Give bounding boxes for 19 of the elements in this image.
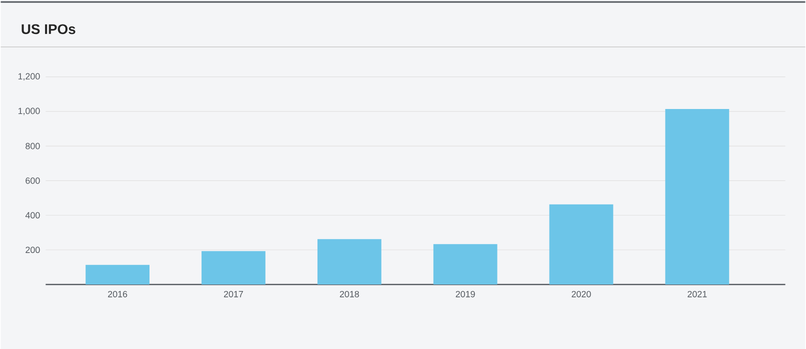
y-tick-label: 1,000 [18, 108, 40, 115]
x-tick-label: 2019 [456, 290, 475, 298]
y-tick-label: 600 [26, 177, 40, 184]
x-tick-label: 2017 [224, 290, 243, 298]
y-tick-label: 1,200 [18, 72, 40, 80]
bar [549, 204, 614, 284]
y-tick-label: 800 [26, 142, 40, 150]
bar [665, 108, 730, 284]
x-tick-label: 2020 [572, 290, 591, 298]
y-tick-label: 200 [26, 246, 40, 253]
x-tick-label: 2021 [688, 290, 707, 298]
bar [317, 238, 382, 284]
y-tick-label: 400 [25, 212, 40, 218]
chart-title: US IPOs [22, 24, 76, 34]
x-tick-label: 2016 [108, 290, 128, 298]
x-tick-label: 2018 [340, 290, 359, 298]
bar [86, 264, 150, 284]
bar [433, 244, 498, 284]
bar [202, 250, 266, 284]
